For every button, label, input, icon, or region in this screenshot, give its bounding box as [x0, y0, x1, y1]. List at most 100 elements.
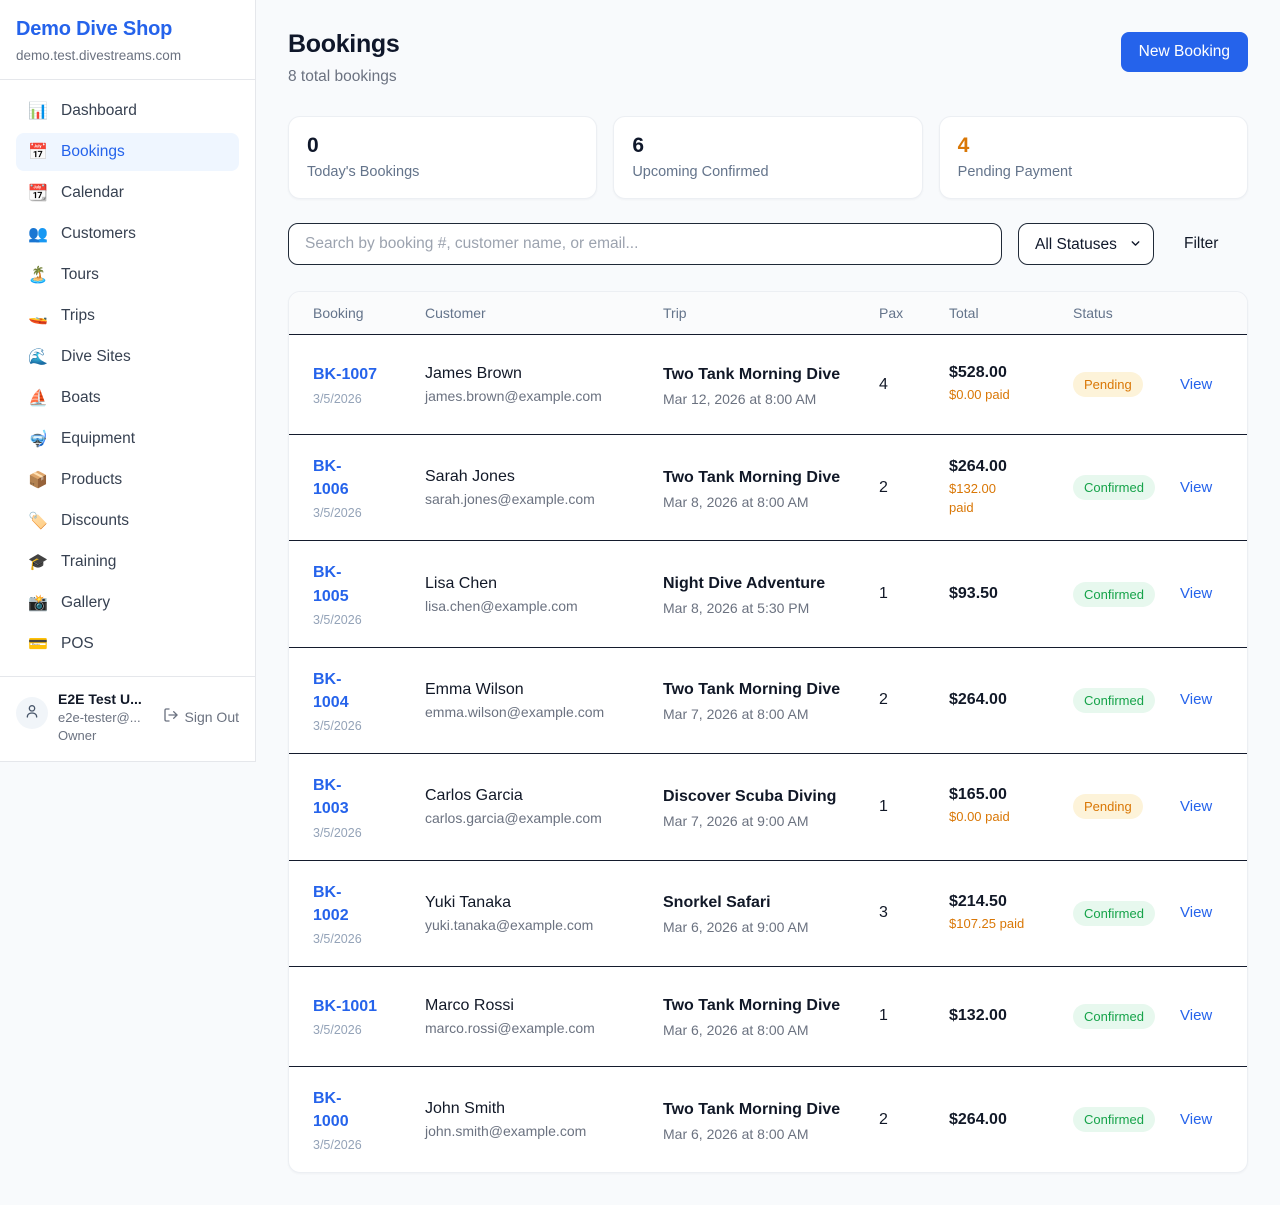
col-header-total: Total [949, 305, 979, 321]
customer-cell: James Brown james.brown@example.com [425, 365, 663, 404]
status-cell: Confirmed [1073, 475, 1180, 501]
sidebar-item-customers[interactable]: 👥 Customers [16, 215, 239, 253]
customer-name: Carlos Garcia [425, 787, 523, 805]
status-cell: Confirmed [1073, 1107, 1180, 1133]
view-link[interactable]: View [1180, 691, 1213, 709]
search-input[interactable] [288, 223, 1002, 265]
view-link[interactable]: View [1180, 478, 1213, 496]
sidebar-item-calendar[interactable]: 📆 Calendar [16, 174, 239, 212]
sidebar-item-training[interactable]: 🎓 Training [16, 543, 239, 581]
total-cell: $165.00 $0.00 paid [949, 786, 1073, 827]
view-link[interactable]: View [1180, 904, 1213, 922]
col-header-status: Status [1073, 305, 1113, 321]
booking-id-link[interactable]: BK-1007 [313, 366, 378, 384]
col-header-trip: Trip [663, 305, 687, 321]
sidebar-item-label: Dashboard [61, 102, 137, 119]
trip-date: Mar 6, 2026 at 9:00 AM [663, 919, 809, 936]
status-cell: Confirmed [1073, 900, 1180, 926]
view-link[interactable]: View [1180, 585, 1213, 603]
view-link[interactable]: View [1180, 1110, 1213, 1128]
actions-cell: View [1180, 479, 1225, 497]
sidebar-item-bookings[interactable]: 📅 Bookings [16, 133, 239, 171]
pax-cell: 1 [879, 585, 888, 603]
sidebar-item-products[interactable]: 📦 Products [16, 461, 239, 499]
sidebar-item-dive-sites[interactable]: 🌊 Dive Sites [16, 338, 239, 376]
booking-id-link[interactable]: BK- 1003 [313, 777, 349, 818]
status-cell: Pending [1073, 794, 1180, 820]
status-badge: Confirmed [1073, 581, 1155, 607]
view-link[interactable]: View [1180, 375, 1213, 393]
stat-cards: 0 Today's Bookings 6 Upcoming Confirmed … [288, 116, 1248, 199]
sidebar-item-discounts[interactable]: 🏷️ Discounts [16, 502, 239, 540]
trip-cell: Two Tank Morning Dive Mar 8, 2026 at 8:0… [663, 466, 879, 510]
brand-block: Demo Dive Shop demo.test.divestreams.com [0, 0, 255, 80]
stat-card: 4 Pending Payment [938, 116, 1248, 199]
sidebar-item-pos[interactable]: 💳 POS [16, 625, 239, 663]
trip-cell: Snorkel Safari Mar 6, 2026 at 9:00 AM [663, 891, 879, 935]
trip-date: Mar 7, 2026 at 8:00 AM [663, 706, 809, 723]
booking-date: 3/5/2026 [313, 506, 362, 521]
nav-icon: 🌊 [28, 349, 48, 366]
booking-id-link[interactable]: BK- 1002 [313, 883, 349, 924]
booking-cell: BK- 1003 3/5/2026 [313, 774, 425, 839]
view-link[interactable]: View [1180, 797, 1213, 815]
booking-cell: BK-1007 3/5/2026 [313, 363, 425, 405]
stat-card: 0 Today's Bookings [288, 116, 598, 199]
customer-name: John Smith [425, 1100, 506, 1118]
status-badge: Confirmed [1073, 900, 1155, 926]
person-icon [24, 703, 40, 724]
customer-cell: Yuki Tanaka yuki.tanaka@example.com [425, 894, 663, 933]
sidebar-item-dashboard[interactable]: 📊 Dashboard [16, 92, 239, 130]
booking-id-link[interactable]: BK-1001 [313, 998, 378, 1016]
customer-name: Emma Wilson [425, 680, 524, 698]
table-body: BK-1007 3/5/2026 James Brown james.brown… [289, 335, 1247, 1172]
status-select[interactable]: All Statuses [1018, 223, 1154, 265]
sidebar-item-tours[interactable]: 🏝️ Tours [16, 256, 239, 294]
nav-icon: 🏝️ [28, 267, 48, 284]
page-subtitle: 8 total bookings [288, 68, 397, 85]
bookings-table: Booking Customer Trip Pax Total Status B… [288, 291, 1248, 1174]
sidebar-item-label: Discounts [61, 512, 130, 529]
booking-id-link[interactable]: BK- 1000 [313, 1089, 349, 1131]
nav-icon: 💳 [28, 636, 48, 653]
view-link[interactable]: View [1180, 1007, 1213, 1025]
nav-icon: 🚤 [28, 308, 48, 325]
table-header-row: Booking Customer Trip Pax Total Status [289, 292, 1247, 335]
pax-cell: 1 [879, 1007, 888, 1025]
sidebar-item-label: Dive Sites [61, 348, 131, 365]
booking-id-link[interactable]: BK- 1004 [313, 670, 349, 711]
booking-cell: BK- 1002 3/5/2026 [313, 881, 425, 946]
trip-name: Two Tank Morning Dive [663, 468, 841, 486]
table-row: BK-1001 3/5/2026 Marco Rossi marco.rossi… [289, 967, 1247, 1067]
sidebar-item-equipment[interactable]: 🤿 Equipment [16, 420, 239, 458]
table-row: BK-1007 3/5/2026 James Brown james.brown… [289, 335, 1247, 435]
customer-email: james.brown@example.com [425, 388, 602, 404]
actions-cell: View [1180, 691, 1225, 709]
total-amount: $264.00 [949, 457, 1007, 475]
user-name: E2E Test U... [58, 691, 142, 707]
customer-cell: Emma Wilson emma.wilson@example.com [425, 681, 663, 720]
booking-cell: BK- 1004 3/5/2026 [313, 668, 425, 733]
customer-cell: Carlos Garcia carlos.garcia@example.com [425, 787, 663, 826]
sidebar-item-boats[interactable]: ⛵ Boats [16, 379, 239, 417]
customer-name: Lisa Chen [425, 574, 498, 592]
sidebar-item-label: Calendar [61, 184, 124, 201]
status-badge: Confirmed [1073, 1003, 1155, 1029]
new-booking-button[interactable]: New Booking [1120, 32, 1248, 72]
sidebar-item-gallery[interactable]: 📸 Gallery [16, 584, 239, 622]
booking-id-link[interactable]: BK- 1006 [313, 458, 349, 499]
total-cell: $528.00 $0.00 paid [949, 364, 1073, 405]
customer-name: Marco Rossi [425, 996, 514, 1014]
filter-button[interactable]: Filter [1170, 227, 1232, 261]
trip-name: Discover Scuba Diving [663, 787, 837, 805]
customer-cell: Marco Rossi marco.rossi@example.com [425, 997, 663, 1036]
sign-out-button[interactable]: Sign Out [163, 707, 239, 726]
nav-icon: 🎓 [28, 554, 48, 571]
user-role: Owner [58, 728, 97, 743]
table-row: BK- 1005 3/5/2026 Lisa Chen lisa.chen@ex… [289, 541, 1247, 648]
table-row: BK- 1002 3/5/2026 Yuki Tanaka yuki.tanak… [289, 861, 1247, 967]
pax-cell: 4 [879, 375, 888, 393]
sidebar-item-trips[interactable]: 🚤 Trips [16, 297, 239, 335]
booking-id-link[interactable]: BK- 1005 [313, 564, 349, 605]
total-cell: $132.00 [949, 1007, 1073, 1025]
